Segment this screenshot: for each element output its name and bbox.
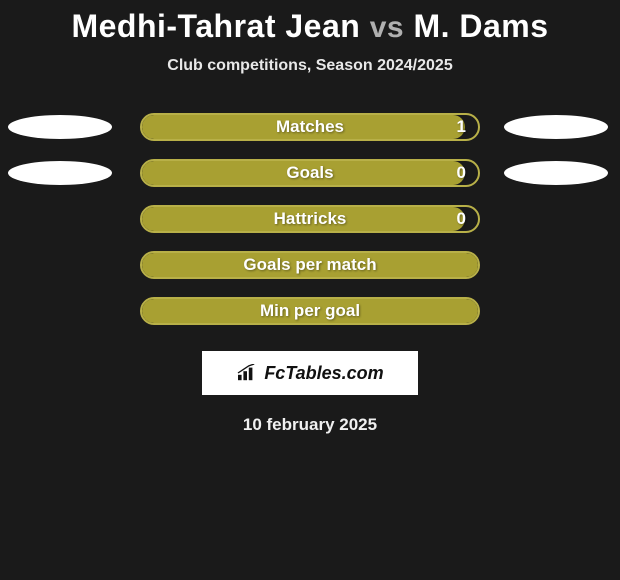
bar-label: Matches (276, 117, 344, 137)
stat-row: Goals 0 (0, 159, 620, 187)
bar-label: Goals (286, 163, 333, 183)
right-ellipse (504, 161, 608, 185)
player2-name: M. Dams (413, 8, 548, 44)
bar-track: Goals per match (140, 251, 480, 279)
player1-name: Medhi-Tahrat Jean (71, 8, 360, 44)
vs-text: vs (370, 11, 404, 44)
left-ellipse (8, 115, 112, 139)
stat-row: Goals per match (0, 251, 620, 279)
logo-text: FcTables.com (264, 363, 383, 384)
bar-track: Hattricks 0 (140, 205, 480, 233)
bar-track: Goals 0 (140, 159, 480, 187)
bar-label: Hattricks (274, 209, 347, 229)
subtitle: Club competitions, Season 2024/2025 (167, 57, 452, 75)
bar-label: Min per goal (260, 301, 360, 321)
bar-value: 0 (457, 163, 466, 183)
stat-row: Hattricks 0 (0, 205, 620, 233)
bar-value: 0 (457, 209, 466, 229)
stat-rows: Matches 1 Goals 0 Hattricks 0 Goals per match M… (0, 113, 620, 325)
left-ellipse (8, 161, 112, 185)
stat-row: Matches 1 (0, 113, 620, 141)
logo-box[interactable]: FcTables.com (202, 351, 418, 395)
bar-track: Min per goal (140, 297, 480, 325)
bar-track: Matches 1 (140, 113, 480, 141)
stat-row: Min per goal (0, 297, 620, 325)
bar-label: Goals per match (243, 255, 376, 275)
bar-value: 1 (457, 117, 466, 137)
right-ellipse (504, 115, 608, 139)
date-text: 10 february 2025 (243, 415, 377, 435)
page-title: Medhi-Tahrat Jean vs M. Dams (71, 8, 548, 45)
comparison-card: Medhi-Tahrat Jean vs M. Dams Club compet… (0, 0, 620, 580)
chart-icon (236, 364, 258, 382)
